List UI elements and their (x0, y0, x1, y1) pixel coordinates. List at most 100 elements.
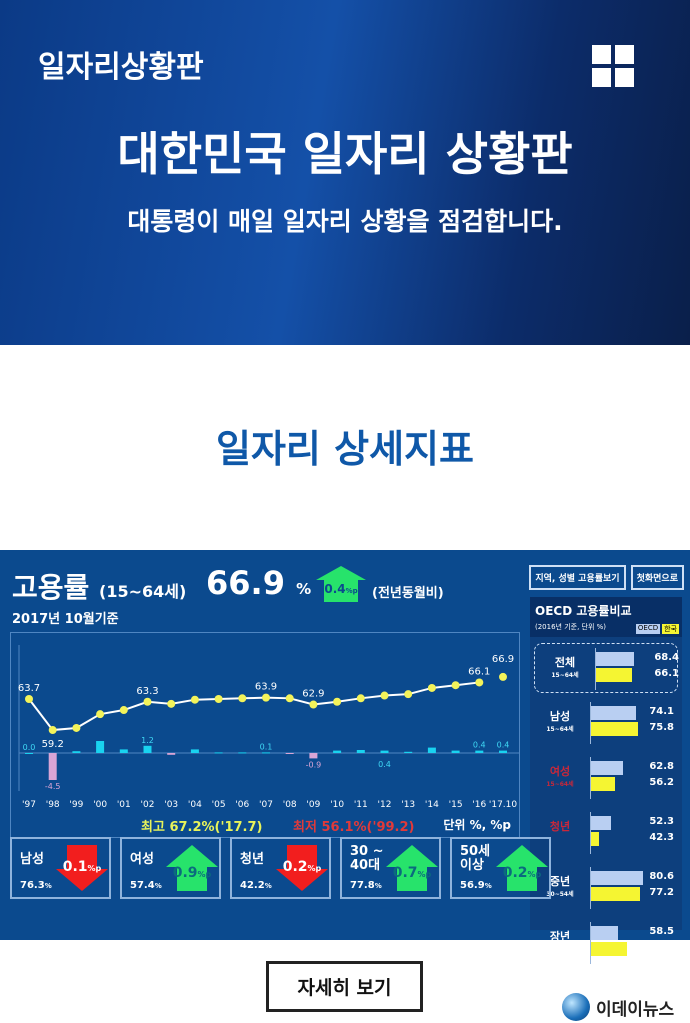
bar-label: 0.4 (378, 760, 391, 769)
down-arrow-icon: 0.2%p (276, 845, 328, 891)
up-arrow-icon: 0.9%p (166, 845, 218, 891)
group-label: 전체 15~64세 (551, 656, 579, 679)
menu-grid-icon[interactable] (592, 45, 634, 87)
group-label: 장년 55~64세 (546, 930, 574, 953)
group-change-box[interactable]: 30 ~ 40대 77.8% 0.7%p (340, 837, 441, 899)
group-change-box[interactable]: 남성 76.3% 0.1%p (10, 837, 111, 899)
oecd-bar (591, 871, 644, 885)
oecd-group: 여성 15~64세 62.8 56.2 (530, 753, 682, 803)
bar-label: 1.2 (141, 736, 154, 745)
x-tick-label: '03 (164, 800, 178, 810)
low-label: 최저 56.1%('99.2) (293, 820, 415, 835)
brand-title[interactable]: 일자리상황판 (38, 50, 204, 85)
x-tick-label: '01 (117, 800, 131, 810)
korea-value: 75.8 (649, 722, 674, 733)
home-button[interactable]: 첫화면으로 (630, 565, 684, 590)
bar-label: 0.4 (497, 741, 510, 750)
oecd-value: 74.1 (649, 706, 674, 717)
change-bar (285, 753, 294, 754)
data-point (214, 695, 223, 703)
korea-bar (591, 722, 638, 736)
employment-rate: 66.9 % (206, 564, 312, 602)
point-label: 66.1 (468, 666, 490, 677)
x-tick-label: '15 (449, 800, 463, 810)
korea-bar (591, 832, 600, 846)
data-point (262, 693, 270, 702)
group-change-box[interactable]: 여성 57.4% 0.9%p (120, 837, 221, 899)
data-point (309, 700, 318, 709)
point-label: 66.9 (492, 654, 514, 665)
hero-title: 대한민국 일자리 상황판 (117, 127, 573, 181)
more-details-button[interactable]: 자세히 보기 (266, 961, 423, 1012)
change-bar (475, 750, 484, 753)
korea-value: 66.1 (654, 668, 679, 679)
x-tick-label: '04 (188, 800, 202, 810)
basis-date: 2017년 10월기준 (12, 612, 119, 627)
data-point (356, 694, 365, 703)
data-point (380, 691, 389, 700)
group-name: 청년 (240, 852, 264, 867)
group-name: 여성 (130, 852, 154, 867)
x-tick-label: '13 (401, 800, 415, 810)
data-point (451, 681, 460, 690)
data-point (48, 726, 57, 735)
group-rate: 42.2% (240, 880, 272, 891)
bar-label: 0.4 (473, 741, 486, 750)
group-label: 여성 15~64세 (546, 765, 574, 788)
data-point (25, 695, 33, 703)
korea-value: 42.3 (649, 832, 674, 843)
region-gender-button[interactable]: 지역, 성별 고용률보기 (529, 565, 626, 590)
change-bar (262, 752, 270, 754)
korea-value: 77.2 (649, 887, 674, 898)
data-point (285, 694, 294, 703)
change-bar (96, 741, 105, 753)
group-rate: 77.8% (350, 880, 382, 891)
change-bar (72, 751, 81, 753)
change-bar (451, 750, 460, 753)
group-label: 중년 30~54세 (546, 875, 574, 898)
change-bar (333, 750, 342, 753)
point-label: 63.9 (255, 682, 277, 693)
change-bar (25, 753, 33, 754)
group-change-box[interactable]: 청년 42.2% 0.2%p (230, 837, 331, 899)
legend-oecd: OECD (635, 624, 661, 634)
change-bar (214, 752, 223, 754)
data-point (96, 710, 105, 719)
oecd-bar (596, 652, 635, 666)
axis-line (590, 867, 591, 909)
axis-line (590, 812, 591, 854)
chart-svg: 0.0 -4.5 1.2 0.1 -0.9 0.4 0.4 0.4 63.7 59.2 63.3 63… (18, 645, 519, 810)
globe-logo-icon (562, 993, 590, 1021)
data-point (143, 697, 152, 706)
x-tick-label: '07 (259, 800, 273, 810)
group-name: 남성 (20, 852, 44, 867)
point-label: 63.3 (136, 686, 158, 697)
x-tick-label: '06 (235, 800, 249, 810)
data-point (404, 690, 413, 699)
axis-line (595, 648, 596, 690)
group-name: 30 ~ 40대 (350, 844, 384, 873)
change-bar (143, 745, 152, 753)
change-bar (499, 750, 507, 753)
oecd-bar (591, 926, 619, 940)
high-label: 최고 67.2%('17.7) (141, 820, 263, 835)
bar-label: 0.0 (23, 743, 36, 752)
data-point (333, 697, 342, 706)
axis-line (590, 922, 591, 964)
x-tick-label: '17.10 (489, 800, 518, 810)
group-rate: 56.9% (460, 880, 492, 891)
group-change-box[interactable]: 50세 이상 56.9% 0.2%p (450, 837, 551, 899)
oecd-bar (591, 761, 623, 775)
data-point (475, 678, 484, 687)
x-tick-label: '02 (141, 800, 155, 810)
x-tick-label: '14 (425, 800, 439, 810)
data-point (167, 699, 176, 708)
change-bar (190, 749, 199, 753)
x-tick-label: '97 (22, 800, 36, 810)
axis-line (590, 757, 591, 799)
section-title: 일자리 상세지표 (216, 427, 474, 471)
data-point (72, 723, 81, 732)
employment-chart: 0.0 -4.5 1.2 0.1 -0.9 0.4 0.4 0.4 63.7 59.2 63.3 63… (10, 632, 520, 838)
oecd-group: 남성 15~64세 74.1 75.8 (530, 698, 682, 748)
hero-banner: 일자리상황판 대한민국 일자리 상황판 대통령이 매일 일자리 상황을 점검합니… (0, 0, 690, 345)
